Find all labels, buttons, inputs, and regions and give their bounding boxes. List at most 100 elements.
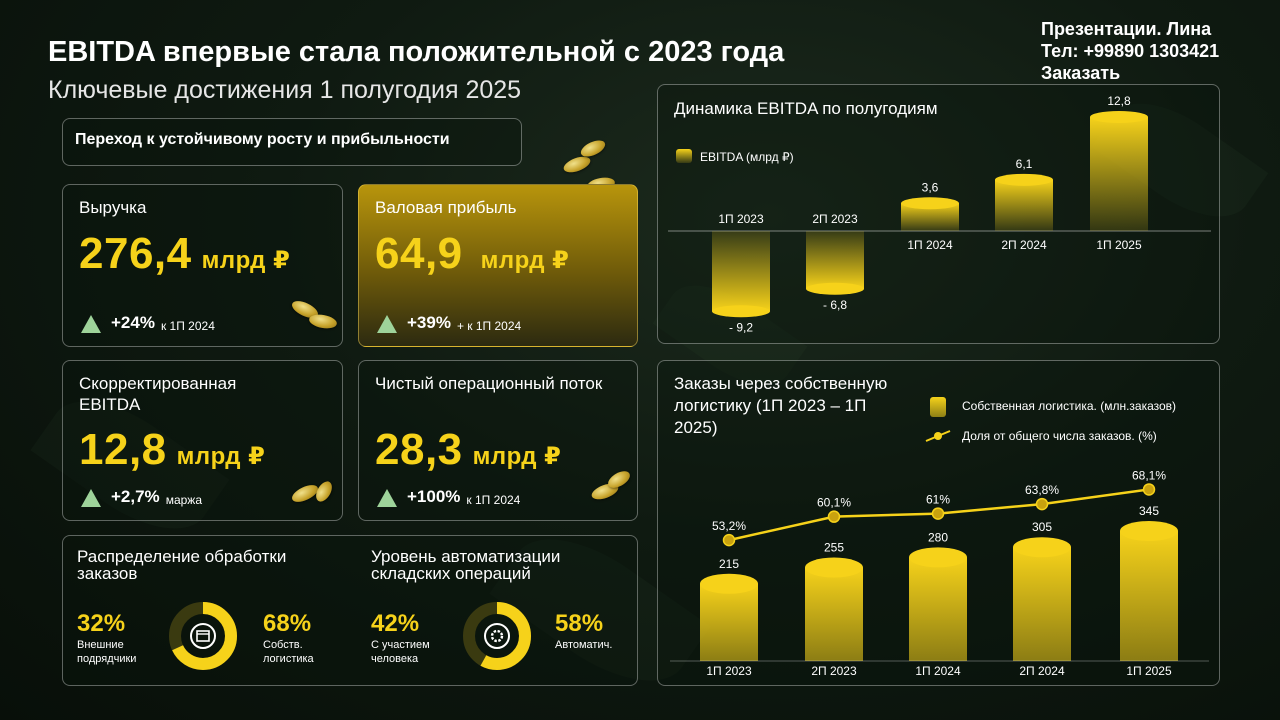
stat-label: Автоматич. [555, 639, 613, 651]
distribution-left-stat: 32% Внешние подрядчики [77, 610, 157, 667]
page-subtitle: Ключевые достижения 1 полугодия 2025 [48, 76, 522, 104]
bar-value-label: 345 [1139, 504, 1159, 518]
legend-label-line: Доля от общего числа заказов. (%) [962, 429, 1157, 443]
kpi-delta: +24% к 1П 2024 [81, 313, 215, 333]
legend-label-bars: Собственная логистика. (млн.заказов) [962, 399, 1176, 413]
ebitda-chart-title: Динамика EBITDA по полугодиям [674, 99, 938, 118]
ebitda-chart: EBITDA (млрд ₽) - 9,2 1П 2023 - 6,8 2П 2023 3… [668, 94, 1211, 334]
ebitda-bar [806, 231, 864, 295]
kpi-delta-note: + к 1П 2024 [456, 319, 522, 333]
orders-bar [1120, 521, 1178, 661]
legend-label: EBITDA (млрд ₽) [700, 150, 794, 164]
kpi-gross-profit-card: Валовая прибыль 64,9 млрд ₽ +39% + к 1П 2… [358, 184, 638, 347]
ebitda-chart-card: Динамика EBITDA по полугодиям EBITDA (мл… [657, 84, 1220, 344]
triangle-up-icon [81, 489, 101, 507]
category-label: 2П 2023 [811, 664, 857, 678]
bar-value-label: 6,1 [1016, 157, 1033, 171]
category-label: 1П 2024 [907, 238, 953, 252]
donut-share-arc [463, 602, 531, 670]
share-label: 53,2% [712, 519, 746, 533]
category-label: 2П 2024 [1019, 664, 1065, 678]
contact-phone: Тел: +99890 1303421 [1041, 41, 1220, 61]
bar-value-label: 280 [928, 530, 948, 544]
ebitda-bar [995, 173, 1053, 231]
kpi-value-number: 64,9 [375, 229, 463, 278]
bar-value-label: - 6,8 [823, 298, 847, 312]
coin-icon [312, 478, 336, 505]
operations-card: Распределение обработки заказов Уровень … [62, 535, 638, 686]
kpi-value-number: 28,3 [375, 425, 463, 474]
coin-icon [308, 312, 338, 331]
kpi-value: 12,8 млрд ₽ [79, 425, 265, 475]
orders-bar [805, 557, 863, 661]
triangle-up-icon [377, 489, 397, 507]
share-label: 61% [926, 493, 950, 507]
kpi-adjusted-ebitda-card: Скорректированная EBITDA 12,8 млрд ₽ +2,7… [62, 360, 343, 521]
kpi-unit: млрд ₽ [480, 247, 570, 274]
orders-bar [700, 573, 758, 661]
stat-pct: 32% [77, 610, 126, 637]
kpi-value: 28,3 млрд ₽ [375, 425, 561, 475]
category-label: 2П 2023 [812, 212, 858, 226]
bar-value-label: 255 [824, 541, 844, 555]
ebitda-bar [712, 231, 770, 318]
transition-label-box: Переход к устойчивому росту и прибыльнос… [62, 118, 522, 166]
donut-share-arc [169, 602, 237, 670]
share-point [827, 510, 841, 523]
category-label: 1П 2023 [706, 664, 752, 678]
bar-value-label: 215 [719, 557, 739, 571]
kpi-delta: +100% к 1П 2024 [377, 487, 520, 507]
share-point [1142, 483, 1156, 496]
kpi-operating-cashflow-card: Чистый операционный поток 28,3 млрд ₽ +10… [358, 360, 638, 521]
automation-left-stat: 42% С участием человека [371, 610, 451, 667]
kpi-unit: млрд ₽ [472, 443, 562, 470]
category-label: 1П 2023 [718, 212, 764, 226]
legend-swatch [676, 149, 692, 163]
kpi-delta-note: к 1П 2024 [160, 319, 215, 333]
kpi-unit: млрд ₽ [176, 443, 266, 470]
kpi-value: 64,9 млрд ₽ [375, 229, 569, 279]
contact-block: Презентации. Лина Тел: +99890 1303421 За… [1041, 18, 1219, 84]
share-label: 60,1% [817, 496, 851, 510]
stat-pct: 42% [371, 610, 420, 637]
share-point [722, 533, 736, 547]
ebitda-bar [1090, 111, 1148, 231]
kpi-title: Валовая прибыль [375, 198, 517, 217]
kpi-delta-pct: +39% [407, 313, 451, 332]
orders-bar [909, 547, 967, 661]
category-label: 2П 2024 [1001, 238, 1047, 252]
kpi-delta-note: маржа [165, 493, 202, 507]
stat-pct: 58% [555, 610, 604, 637]
triangle-up-icon [377, 315, 397, 333]
bar-value-label: 12,8 [1107, 94, 1131, 108]
box-arrows-icon [190, 623, 216, 649]
share-label: 68,1% [1132, 468, 1166, 482]
kpi-delta: +39% + к 1П 2024 [377, 313, 521, 333]
stat-label: С участием человека [371, 639, 430, 666]
category-label: 1П 2025 [1096, 238, 1142, 252]
stat-label: Внешние подрядчики [77, 639, 137, 666]
legend-marker [934, 432, 942, 440]
kpi-value: 276,4 млрд ₽ [79, 229, 290, 279]
kpi-value-number: 12,8 [79, 425, 167, 474]
contact-name: Презентации. Лина [1041, 19, 1212, 39]
legend-swatch-bars [930, 397, 946, 417]
share-point [931, 507, 945, 520]
stat-label: Собств. логистика [263, 639, 314, 666]
transition-label: Переход к устойчивому росту и прибыльнос… [75, 131, 450, 148]
orders-bar [1013, 537, 1071, 661]
distribution-donut [169, 602, 237, 670]
bar-value-label: 305 [1032, 520, 1052, 534]
orders-chart: Собственная логистика. (млн.заказов) Доля… [670, 397, 1209, 678]
kpi-title: Чистый операционный поток [375, 374, 603, 393]
kpi-title: Выручка [79, 198, 147, 217]
automation-donut [463, 602, 531, 670]
bar-value-label: - 9,2 [729, 320, 753, 334]
kpi-delta-pct: +100% [407, 487, 461, 506]
ebitda-bar [901, 197, 959, 231]
category-label: 1П 2024 [915, 664, 961, 678]
order-link[interactable]: Заказать [1041, 63, 1121, 83]
kpi-unit: млрд ₽ [201, 247, 291, 274]
automation-right-stat: 58% Автоматич. [555, 610, 612, 652]
share-label: 63,8% [1025, 483, 1059, 497]
